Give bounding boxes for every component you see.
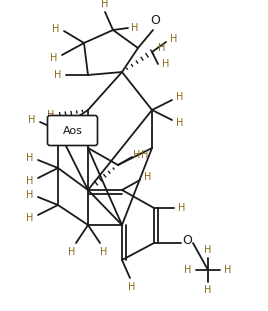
Text: H: H: [176, 118, 184, 128]
Text: H: H: [26, 213, 34, 223]
Text: H: H: [52, 24, 60, 34]
Text: O: O: [150, 15, 160, 27]
Text: H: H: [26, 190, 34, 200]
Text: H: H: [101, 0, 109, 9]
Text: H: H: [162, 59, 170, 69]
Text: H: H: [144, 172, 152, 182]
Text: O: O: [182, 234, 192, 248]
Text: H: H: [204, 285, 212, 295]
Text: Aos: Aos: [62, 126, 83, 136]
Text: H: H: [158, 43, 166, 53]
Text: H: H: [141, 150, 149, 160]
Text: H: H: [28, 115, 36, 125]
Text: H: H: [50, 53, 58, 63]
Text: H: H: [100, 247, 108, 257]
Text: H: H: [176, 92, 184, 102]
Text: H: H: [47, 110, 55, 120]
Text: H: H: [170, 34, 178, 44]
FancyBboxPatch shape: [47, 115, 98, 146]
Text: H: H: [224, 265, 232, 275]
Text: H: H: [178, 203, 186, 213]
Text: H: H: [68, 247, 76, 257]
Text: H: H: [204, 245, 212, 255]
Text: H: H: [54, 70, 62, 80]
Text: H: H: [133, 150, 141, 160]
Text: H: H: [26, 153, 34, 163]
Text: H: H: [131, 23, 139, 33]
Text: H: H: [128, 282, 136, 292]
Text: H: H: [26, 176, 34, 186]
Text: H: H: [184, 265, 192, 275]
